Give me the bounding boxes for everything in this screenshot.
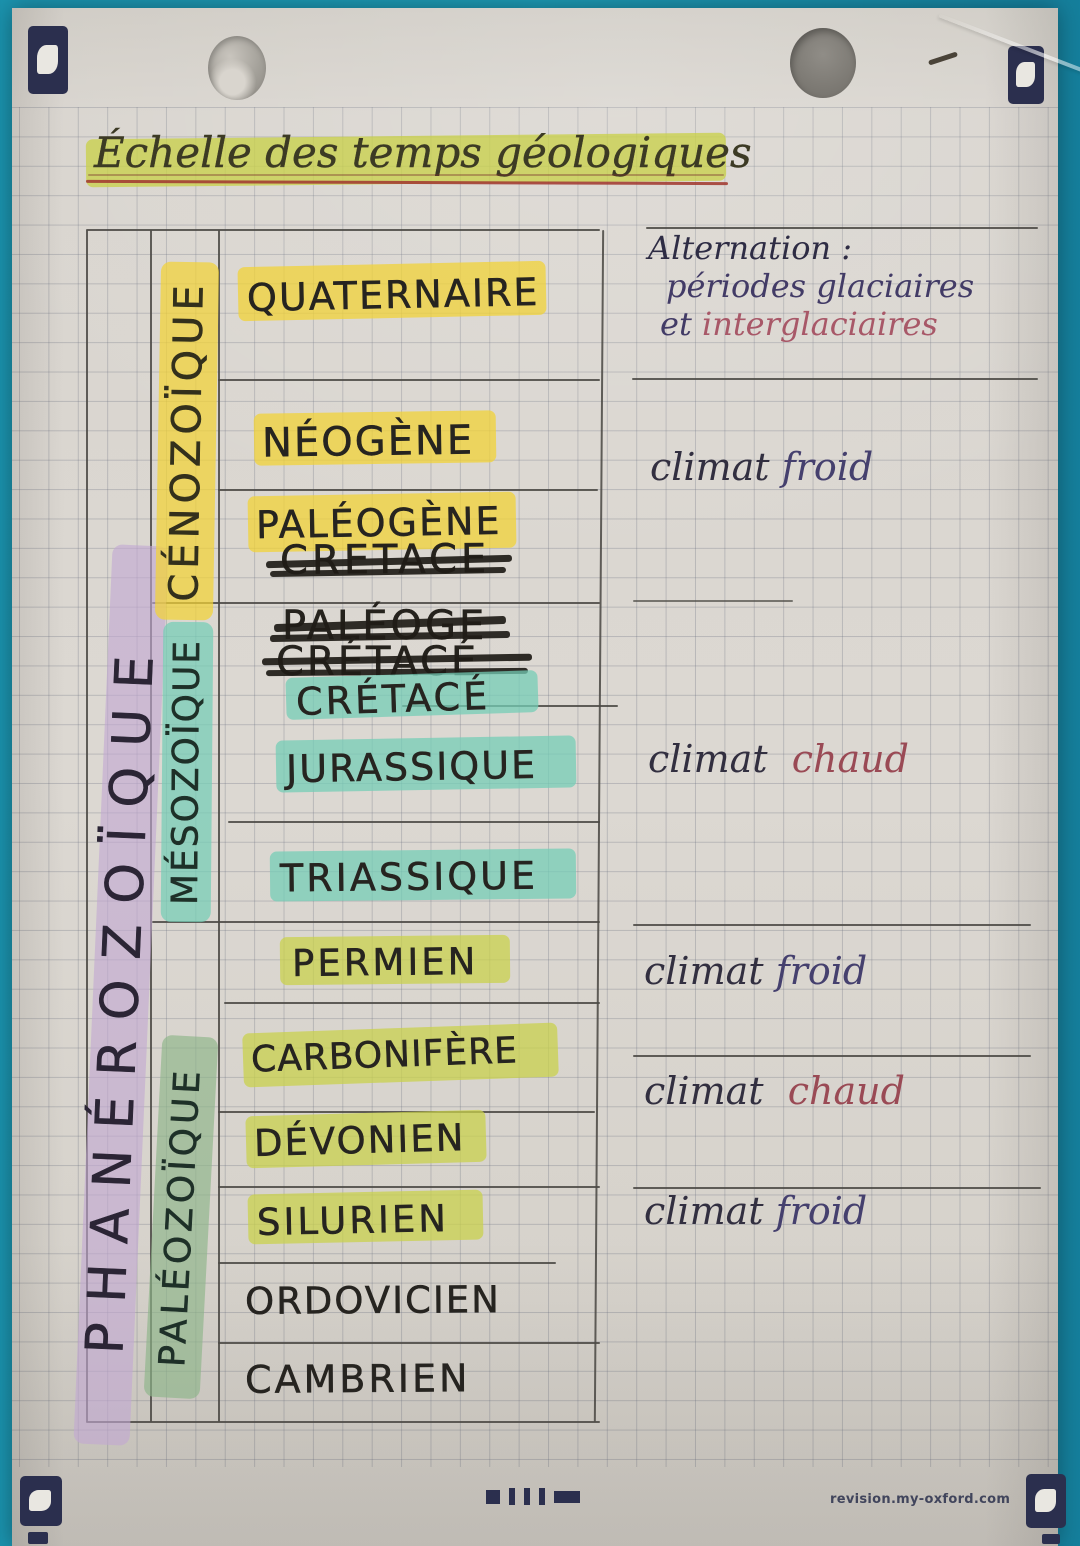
print-mark-bar-icon [539,1488,545,1505]
climate-word: climat [650,445,770,489]
table-line-neogene-bottom [218,489,598,492]
note-line-2 [632,378,1038,381]
table-line-mesozoique-bottom [152,921,600,924]
note-line-3 [633,924,1031,927]
table-line-devonien-bottom [218,1186,600,1189]
note-line-1 [646,227,1038,230]
print-mark-bar-icon [524,1488,530,1505]
footer-print-marks [486,1488,580,1505]
note-alternation-line3: et interglaciaires [660,308,938,340]
table-line-jurassique-bottom [228,821,600,824]
scan-marker-bottom-right-icon [1026,1474,1066,1528]
table-line-permien-bottom [224,1002,600,1005]
table-line-cenozoique-bottom [152,602,600,605]
table-line-ordovicien-bottom [218,1342,600,1345]
climate-word: climat [644,1069,764,1113]
period-quaternaire: QUATERNAIRE [246,269,540,321]
table-border-left [86,230,89,1422]
climate-note-1: climat froid [650,448,873,486]
era-label-mesozoique: MÉSOZOÏQUE [164,638,209,906]
scan-marker-top-left-icon [28,26,68,94]
scan-marker-bottom-left-dot [28,1532,48,1544]
era-label-cenozoique: CÉNOZOÏQUE [161,279,213,603]
climate-word: climat [648,737,768,781]
table-border-bottom [86,1421,600,1424]
table-line-era-period [218,230,221,1422]
scan-marker-bottom-left-icon [20,1476,62,1526]
period-jurassique: JURASSIQUE [285,742,538,792]
table-line-silurien-bottom [218,1262,556,1265]
print-mark-square-icon [486,1489,500,1504]
print-mark-bar-icon [509,1488,515,1505]
punch-hole-left [208,36,266,100]
period-carbonifere: CARBONIFÈRE [250,1030,519,1081]
scan-marker-bottom-right-dot [1042,1534,1060,1544]
climate-value-froid: froid [781,445,874,489]
climate-word: climat [644,949,764,993]
period-devonien: DÉVONIEN [253,1116,466,1165]
note-alternation-line3-prefix: et [660,305,702,343]
note-line-5 [633,1187,1041,1190]
note-alternation-line1: Alternation : [648,229,853,267]
note-line-4 [633,1055,1031,1058]
climate-note-5: climat froid [644,1192,867,1230]
punch-hole-right [790,28,856,98]
page-title: Échelle des temps géologiques [94,128,752,177]
period-cretace: CRÉTACÉ [295,673,491,725]
climate-value-chaud: chaud [791,737,909,781]
period-permien: PERMIEN [291,940,479,985]
table-border-top [86,229,600,232]
period-cambrien: CAMBRIEN [244,1356,471,1402]
table-line-cenozoique-bottom-extension [633,600,793,603]
footer-watermark: revision.my-oxford.com [830,1492,1011,1507]
period-neogene: NÉOGÈNE [261,417,475,467]
climate-value-chaud: chaud [787,1069,905,1113]
period-ordovicien: ORDOVICIEN [244,1278,502,1323]
climate-note-4: climat chaud [644,1072,905,1110]
climate-value-froid: froid [775,1189,868,1233]
note-alternation-line3-word: interglaciaires [701,305,938,343]
period-silurien: SILURIEN [256,1196,450,1245]
climate-word: climat [644,1189,764,1233]
climate-value-froid: froid [775,949,868,993]
climate-note-2: climat chaud [648,740,909,778]
table-line-quaternaire-bottom [218,379,600,382]
title-underline-shadow [88,174,724,176]
period-triassique: TRIASSIQUE [279,853,539,901]
climate-note-3: climat froid [644,952,867,990]
print-mark-rect-icon [554,1490,580,1503]
note-alternation-line2: périodes glaciaires [666,267,975,305]
